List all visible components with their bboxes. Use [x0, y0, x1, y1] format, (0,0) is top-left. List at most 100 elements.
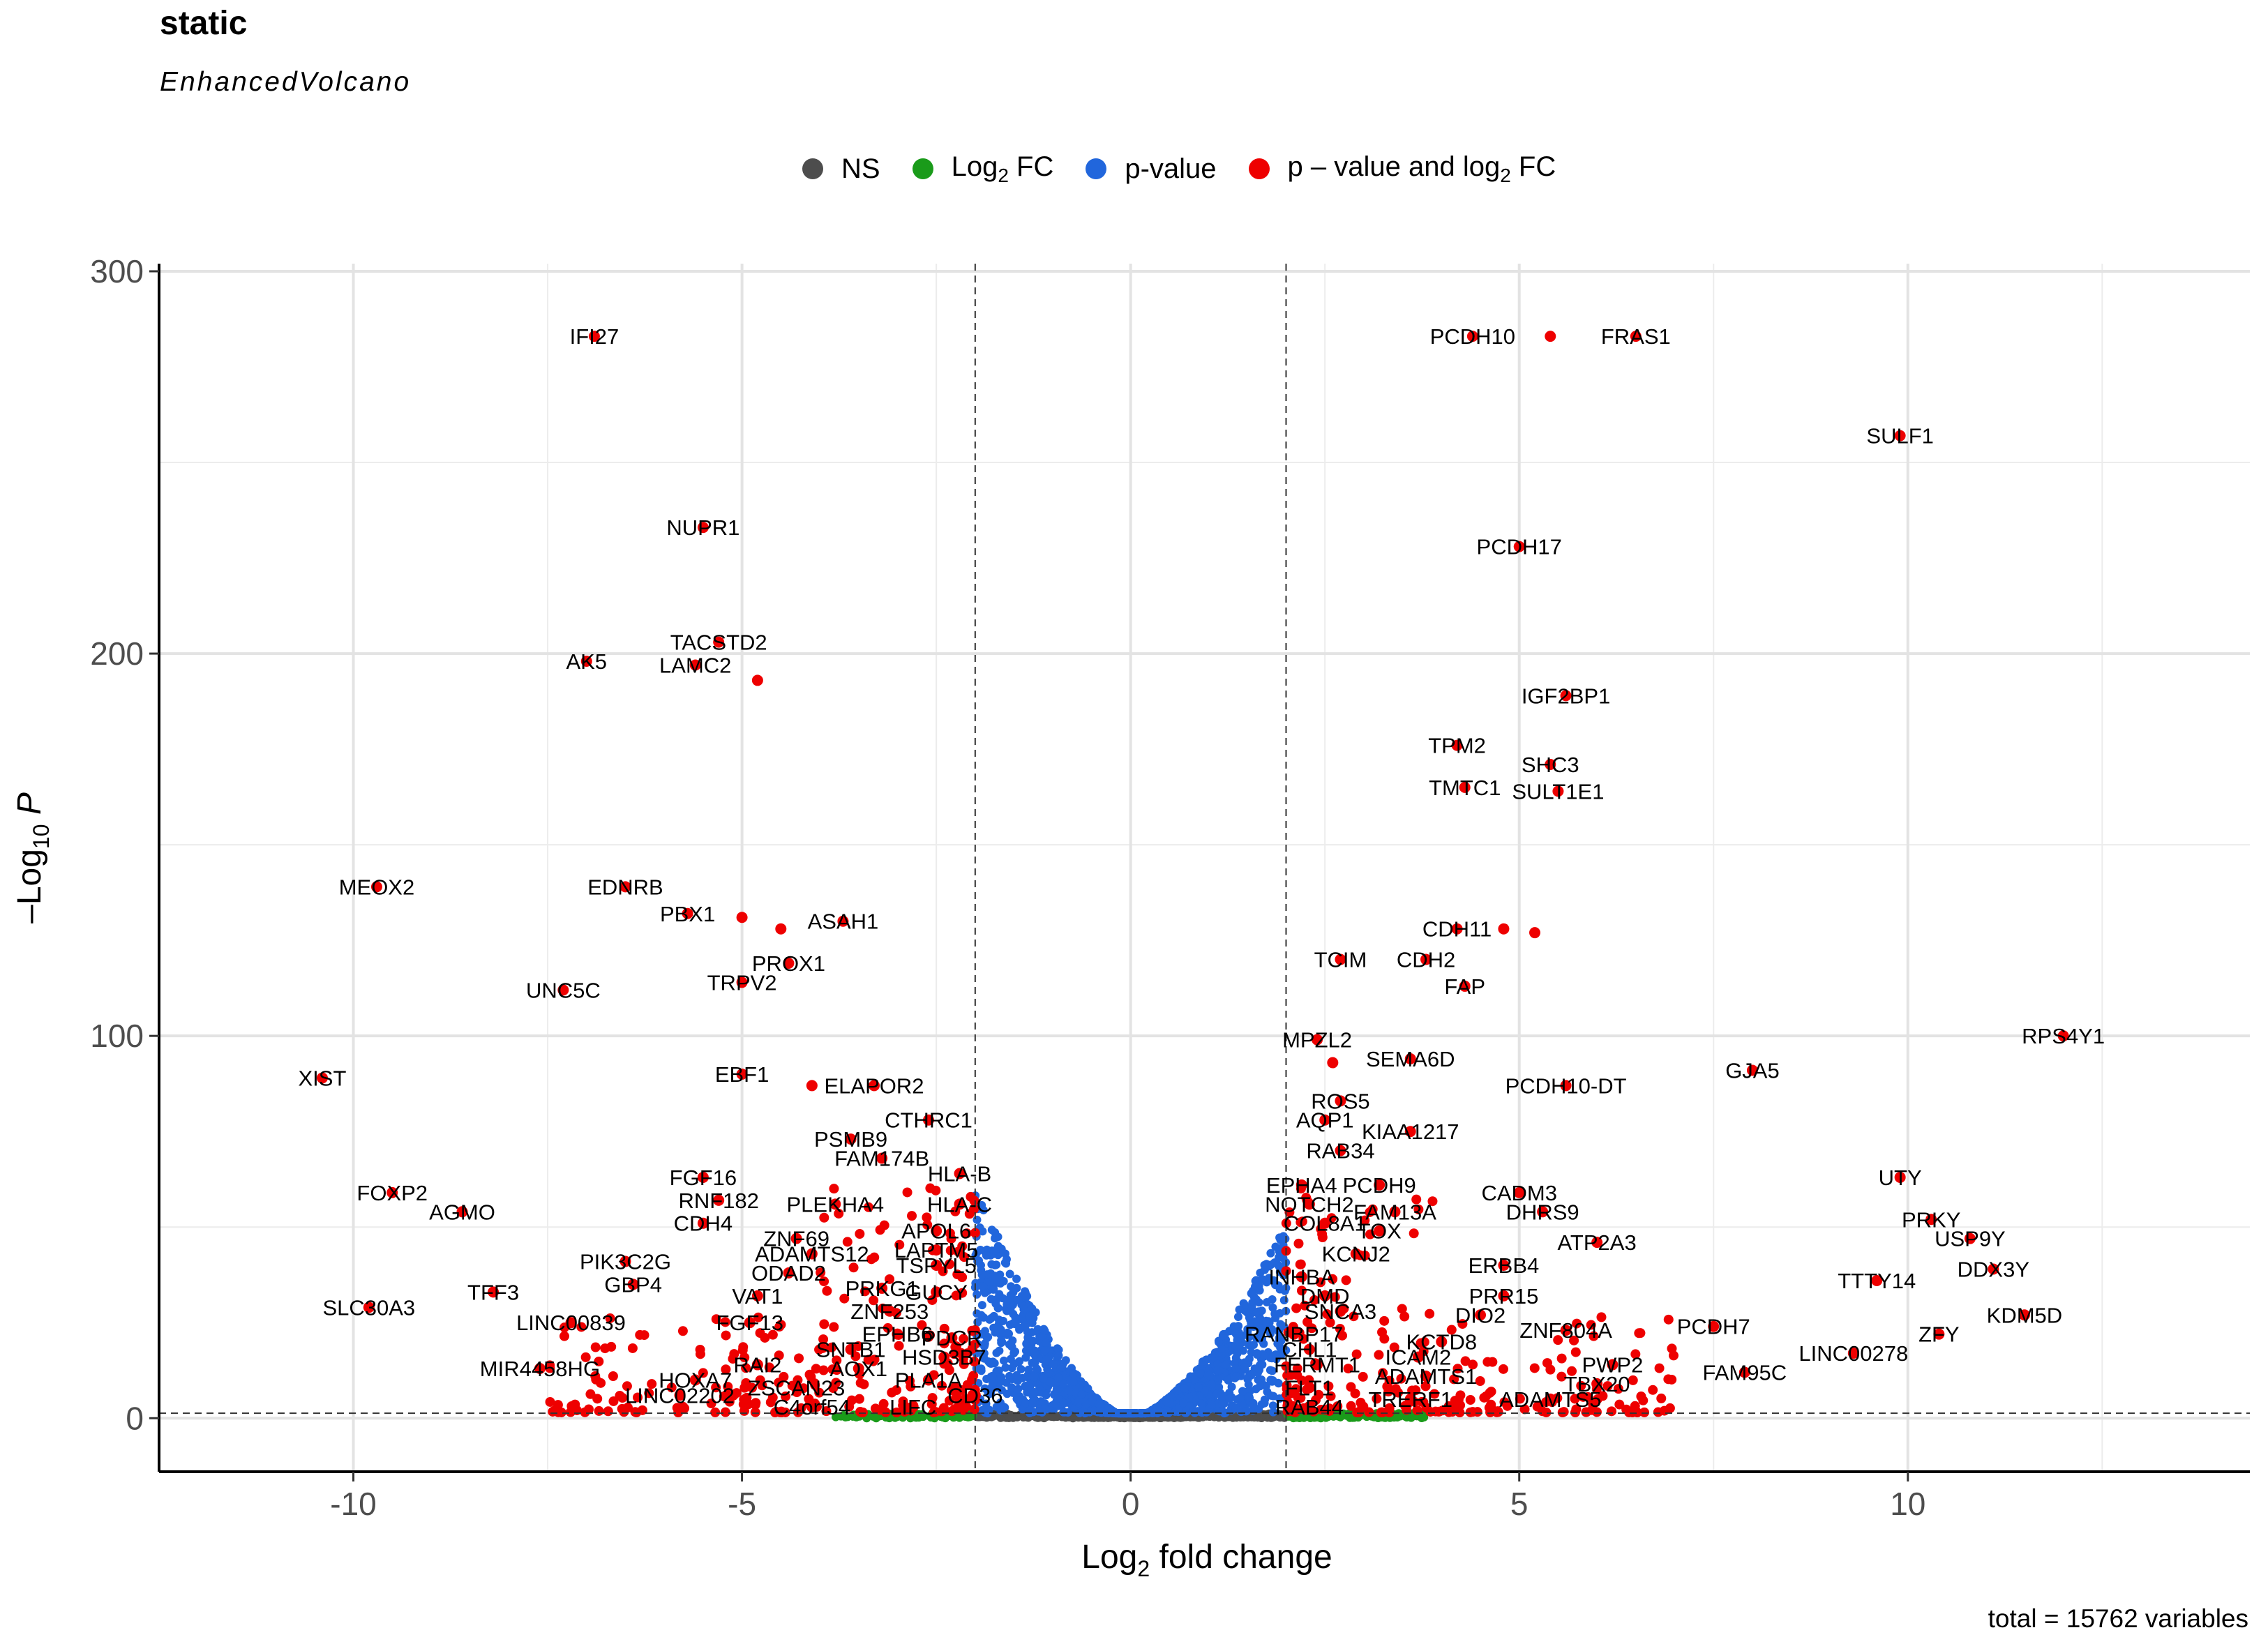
pvalue-point: [977, 1200, 986, 1209]
point-label: LINC00839: [516, 1311, 626, 1335]
significant-point: [576, 1322, 587, 1332]
significant-point: [832, 1365, 842, 1375]
significant-point: [844, 1401, 855, 1412]
significant-point: [917, 1320, 927, 1330]
pvalue-point: [977, 1282, 986, 1291]
significant-point: [1556, 1371, 1567, 1382]
significant-point: [959, 1394, 970, 1404]
significant-point: [1570, 1408, 1580, 1418]
point-label: HLA-C: [927, 1192, 992, 1216]
labeled-point: [1988, 1263, 1999, 1275]
pvalue-point: [1262, 1318, 1271, 1327]
legend-dot-ns: [802, 158, 823, 179]
significant-point: [1425, 1407, 1436, 1417]
pvalue-point: [979, 1349, 989, 1358]
pvalue-point: [1179, 1398, 1188, 1408]
pvalue-point: [1221, 1360, 1230, 1369]
significant-point: [1663, 1314, 1674, 1325]
significant-point: [1377, 1407, 1388, 1417]
significant-point: [774, 1350, 784, 1361]
pvalue-point: [1266, 1249, 1275, 1258]
significant-point: [959, 1359, 969, 1369]
labeled-point: [1871, 1274, 1883, 1286]
significant-point: [878, 1398, 889, 1409]
significant-point: [724, 1396, 735, 1407]
significant-point: [968, 1204, 979, 1214]
significant-point: [1639, 1407, 1650, 1417]
labeled-point: [713, 636, 725, 648]
pvalue-point: [1260, 1352, 1269, 1361]
significant-point: [949, 1404, 960, 1415]
point-label: ODAD2: [751, 1261, 826, 1285]
pvalue-point: [995, 1378, 1004, 1387]
significant-point: [1602, 1381, 1613, 1392]
labeled-point: [931, 1225, 943, 1237]
x-tick-label: 10: [1890, 1486, 1925, 1522]
labeled-point: [1303, 1401, 1315, 1412]
pvalue-point: [1003, 1296, 1012, 1305]
significant-point: [945, 1245, 956, 1255]
significant-point: [1449, 1374, 1459, 1385]
point-label: PIK3C2G: [580, 1250, 671, 1274]
significant-point: [1330, 1292, 1340, 1302]
point-label: LINC00278: [1798, 1341, 1908, 1366]
significant-point: [1630, 1401, 1640, 1411]
labeled-point: [1545, 331, 1556, 342]
point-cloud: [545, 1183, 1679, 1423]
labeled-point: [1545, 759, 1556, 771]
pvalue-point: [1242, 1407, 1251, 1416]
labeled-point: [565, 1317, 577, 1329]
labeled-point: [1964, 1232, 1976, 1244]
point-label: IGF2BP1: [1522, 684, 1611, 708]
pvalue-point: [1180, 1384, 1189, 1393]
pvalue-point: [1028, 1304, 1037, 1313]
pvalue-point: [1243, 1375, 1252, 1384]
significant-point: [922, 1212, 932, 1223]
pvalue-point: [991, 1299, 1000, 1309]
pvalue-point: [1275, 1285, 1284, 1294]
legend-label-both: p – value and log2 FC: [1287, 151, 1556, 186]
significant-point: [945, 1228, 955, 1239]
significant-point: [1570, 1347, 1581, 1357]
point-label: FRAS1: [1601, 324, 1671, 349]
point-label: RNF182: [678, 1189, 758, 1213]
point-label: TTTY14: [1838, 1269, 1916, 1293]
labeled-point: [751, 674, 763, 686]
significant-point: [1553, 1335, 1563, 1345]
significant-point: [666, 1382, 677, 1393]
point-label: LINC02202: [625, 1383, 735, 1408]
labeled-point: [736, 1068, 748, 1080]
significant-point: [706, 1398, 716, 1409]
labeled-point: [386, 1186, 398, 1198]
significant-point: [1634, 1328, 1644, 1338]
point-label: NUPR1: [666, 515, 739, 540]
pvalue-point: [1016, 1364, 1026, 1373]
x-tick-label: -10: [330, 1486, 376, 1522]
labeled-point: [1296, 1179, 1307, 1191]
significant-point: [1377, 1327, 1388, 1338]
labeled-point: [1303, 1382, 1315, 1394]
labeled-point: [713, 1194, 725, 1206]
pvalue-point: [988, 1371, 997, 1380]
labeled-point: [1319, 1290, 1331, 1302]
significant-point: [1519, 1404, 1530, 1415]
significant-point: [728, 1354, 738, 1364]
labeled-point: [1847, 1348, 1859, 1359]
significant-point: [1360, 1251, 1370, 1261]
pvalue-point: [1005, 1269, 1014, 1279]
significant-point: [678, 1401, 689, 1412]
significant-point: [957, 1272, 968, 1283]
pvalue-point: [1268, 1295, 1277, 1304]
point-label: PRKY: [1902, 1207, 1960, 1232]
point-label: PWP2: [1582, 1353, 1643, 1378]
significant-point: [1429, 1389, 1440, 1399]
significant-point: [781, 1392, 791, 1402]
legend: NS Log2 FC p-value p – value and log2 FC: [802, 148, 1588, 190]
point-label: TRPV2: [707, 970, 777, 995]
point-label: PLEKHA4: [787, 1192, 885, 1216]
significant-point: [969, 1404, 979, 1415]
pvalue-point: [1196, 1368, 1205, 1378]
point-label: HLA-B: [928, 1161, 991, 1186]
significant-point: [755, 1328, 765, 1338]
significant-point: [1397, 1304, 1407, 1314]
